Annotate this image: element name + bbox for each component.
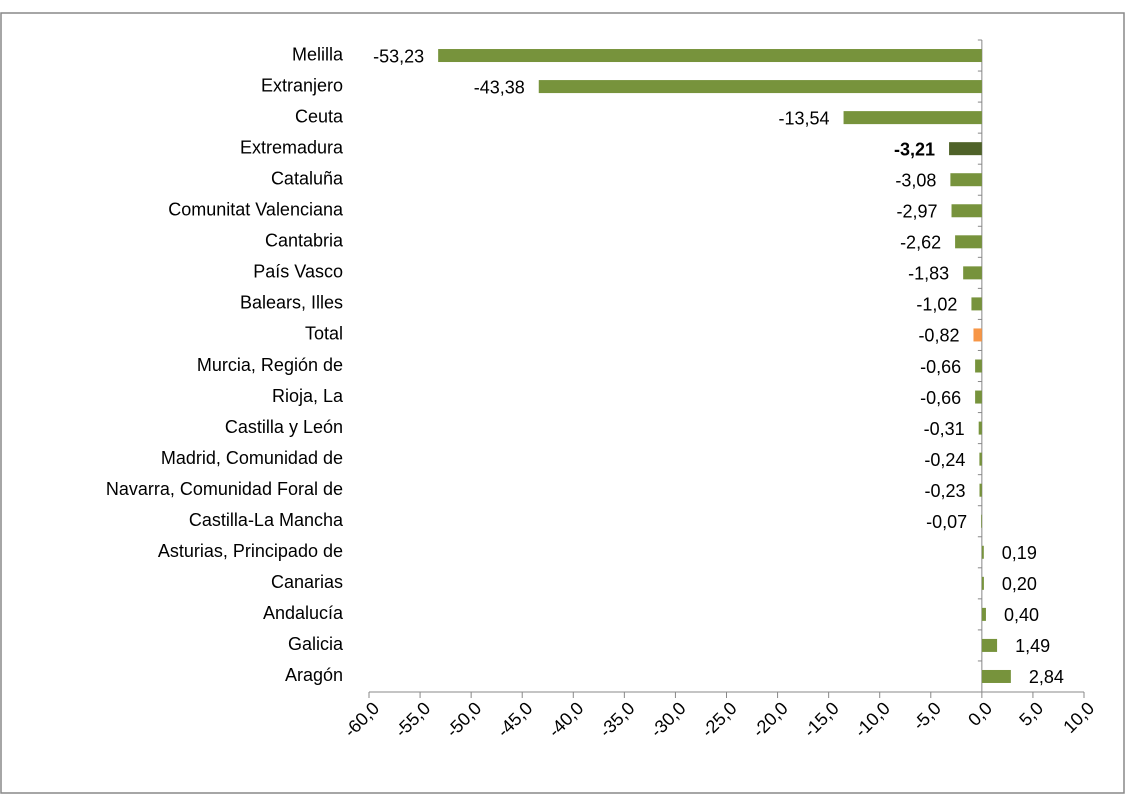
- y-tick-label: Aragón: [285, 665, 343, 685]
- y-tick-label: Balears, Illes: [240, 293, 343, 313]
- y-tick-label: Murcia, Región de: [197, 355, 343, 375]
- y-tick-label: Melilla: [292, 44, 344, 64]
- bar: [973, 328, 982, 342]
- value-label: -0,07: [926, 512, 967, 532]
- bar: [963, 266, 982, 280]
- value-label: -53,23: [373, 46, 424, 66]
- bar: [979, 452, 982, 466]
- bar: [949, 142, 982, 156]
- bar: [981, 669, 1011, 683]
- y-tick-label: Canarias: [271, 572, 343, 592]
- value-label: -0,66: [920, 357, 961, 377]
- bar: [981, 607, 986, 621]
- bar: [981, 514, 982, 528]
- y-tick-label: Cantabria: [265, 231, 344, 251]
- chart-border: [0, 12, 1125, 794]
- y-tick-label: Andalucía: [263, 603, 344, 623]
- bar: [978, 421, 982, 435]
- value-label: -2,62: [900, 233, 941, 253]
- bar: [971, 297, 982, 311]
- y-tick-label: Navarra, Comunidad Foral de: [106, 479, 343, 499]
- value-label: 0,20: [1002, 574, 1037, 594]
- bar: [538, 80, 982, 94]
- value-label: -0,82: [918, 326, 959, 346]
- y-tick-label: Madrid, Comunidad de: [161, 448, 343, 468]
- y-tick-label: Total: [305, 324, 343, 344]
- bar: [975, 390, 982, 404]
- bar: [975, 359, 982, 373]
- value-label: 0,19: [1002, 543, 1037, 563]
- bar: [981, 545, 984, 559]
- y-tick-label: Extranjero: [261, 75, 343, 95]
- y-tick-label: Ceuta: [295, 106, 344, 126]
- y-tick-label: Castilla-La Mancha: [189, 510, 344, 530]
- value-label: -43,38: [474, 77, 525, 97]
- y-tick-label: País Vasco: [253, 262, 343, 282]
- bar: [955, 235, 982, 249]
- bar: [950, 173, 982, 187]
- y-tick-label: Galicia: [288, 634, 344, 654]
- bar: [951, 204, 982, 218]
- value-label: 0,40: [1004, 605, 1039, 625]
- value-label: -0,66: [920, 388, 961, 408]
- y-tick-label: Asturias, Principado de: [158, 541, 343, 561]
- value-label: 1,49: [1015, 636, 1050, 656]
- value-label: -13,54: [779, 108, 830, 128]
- bar: [843, 111, 982, 125]
- value-label: -3,08: [895, 170, 936, 190]
- value-label: -2,97: [896, 202, 937, 222]
- bar: [979, 483, 982, 497]
- bar: [438, 49, 982, 63]
- value-label: 2,84: [1029, 667, 1064, 687]
- value-label: -1,02: [916, 295, 957, 315]
- value-label: -0,23: [924, 481, 965, 501]
- y-tick-label: Comunitat Valenciana: [168, 200, 344, 220]
- value-label: -1,83: [908, 264, 949, 284]
- y-tick-label: Cataluña: [271, 168, 344, 188]
- value-label: -3,21: [894, 139, 935, 159]
- bar: [981, 638, 998, 652]
- value-label: -0,31: [924, 419, 965, 439]
- y-tick-label: Rioja, La: [272, 386, 344, 406]
- bar: [981, 576, 984, 590]
- y-tick-label: Extremadura: [240, 137, 344, 157]
- y-tick-label: Castilla y León: [225, 417, 343, 437]
- value-label: -0,24: [924, 450, 965, 470]
